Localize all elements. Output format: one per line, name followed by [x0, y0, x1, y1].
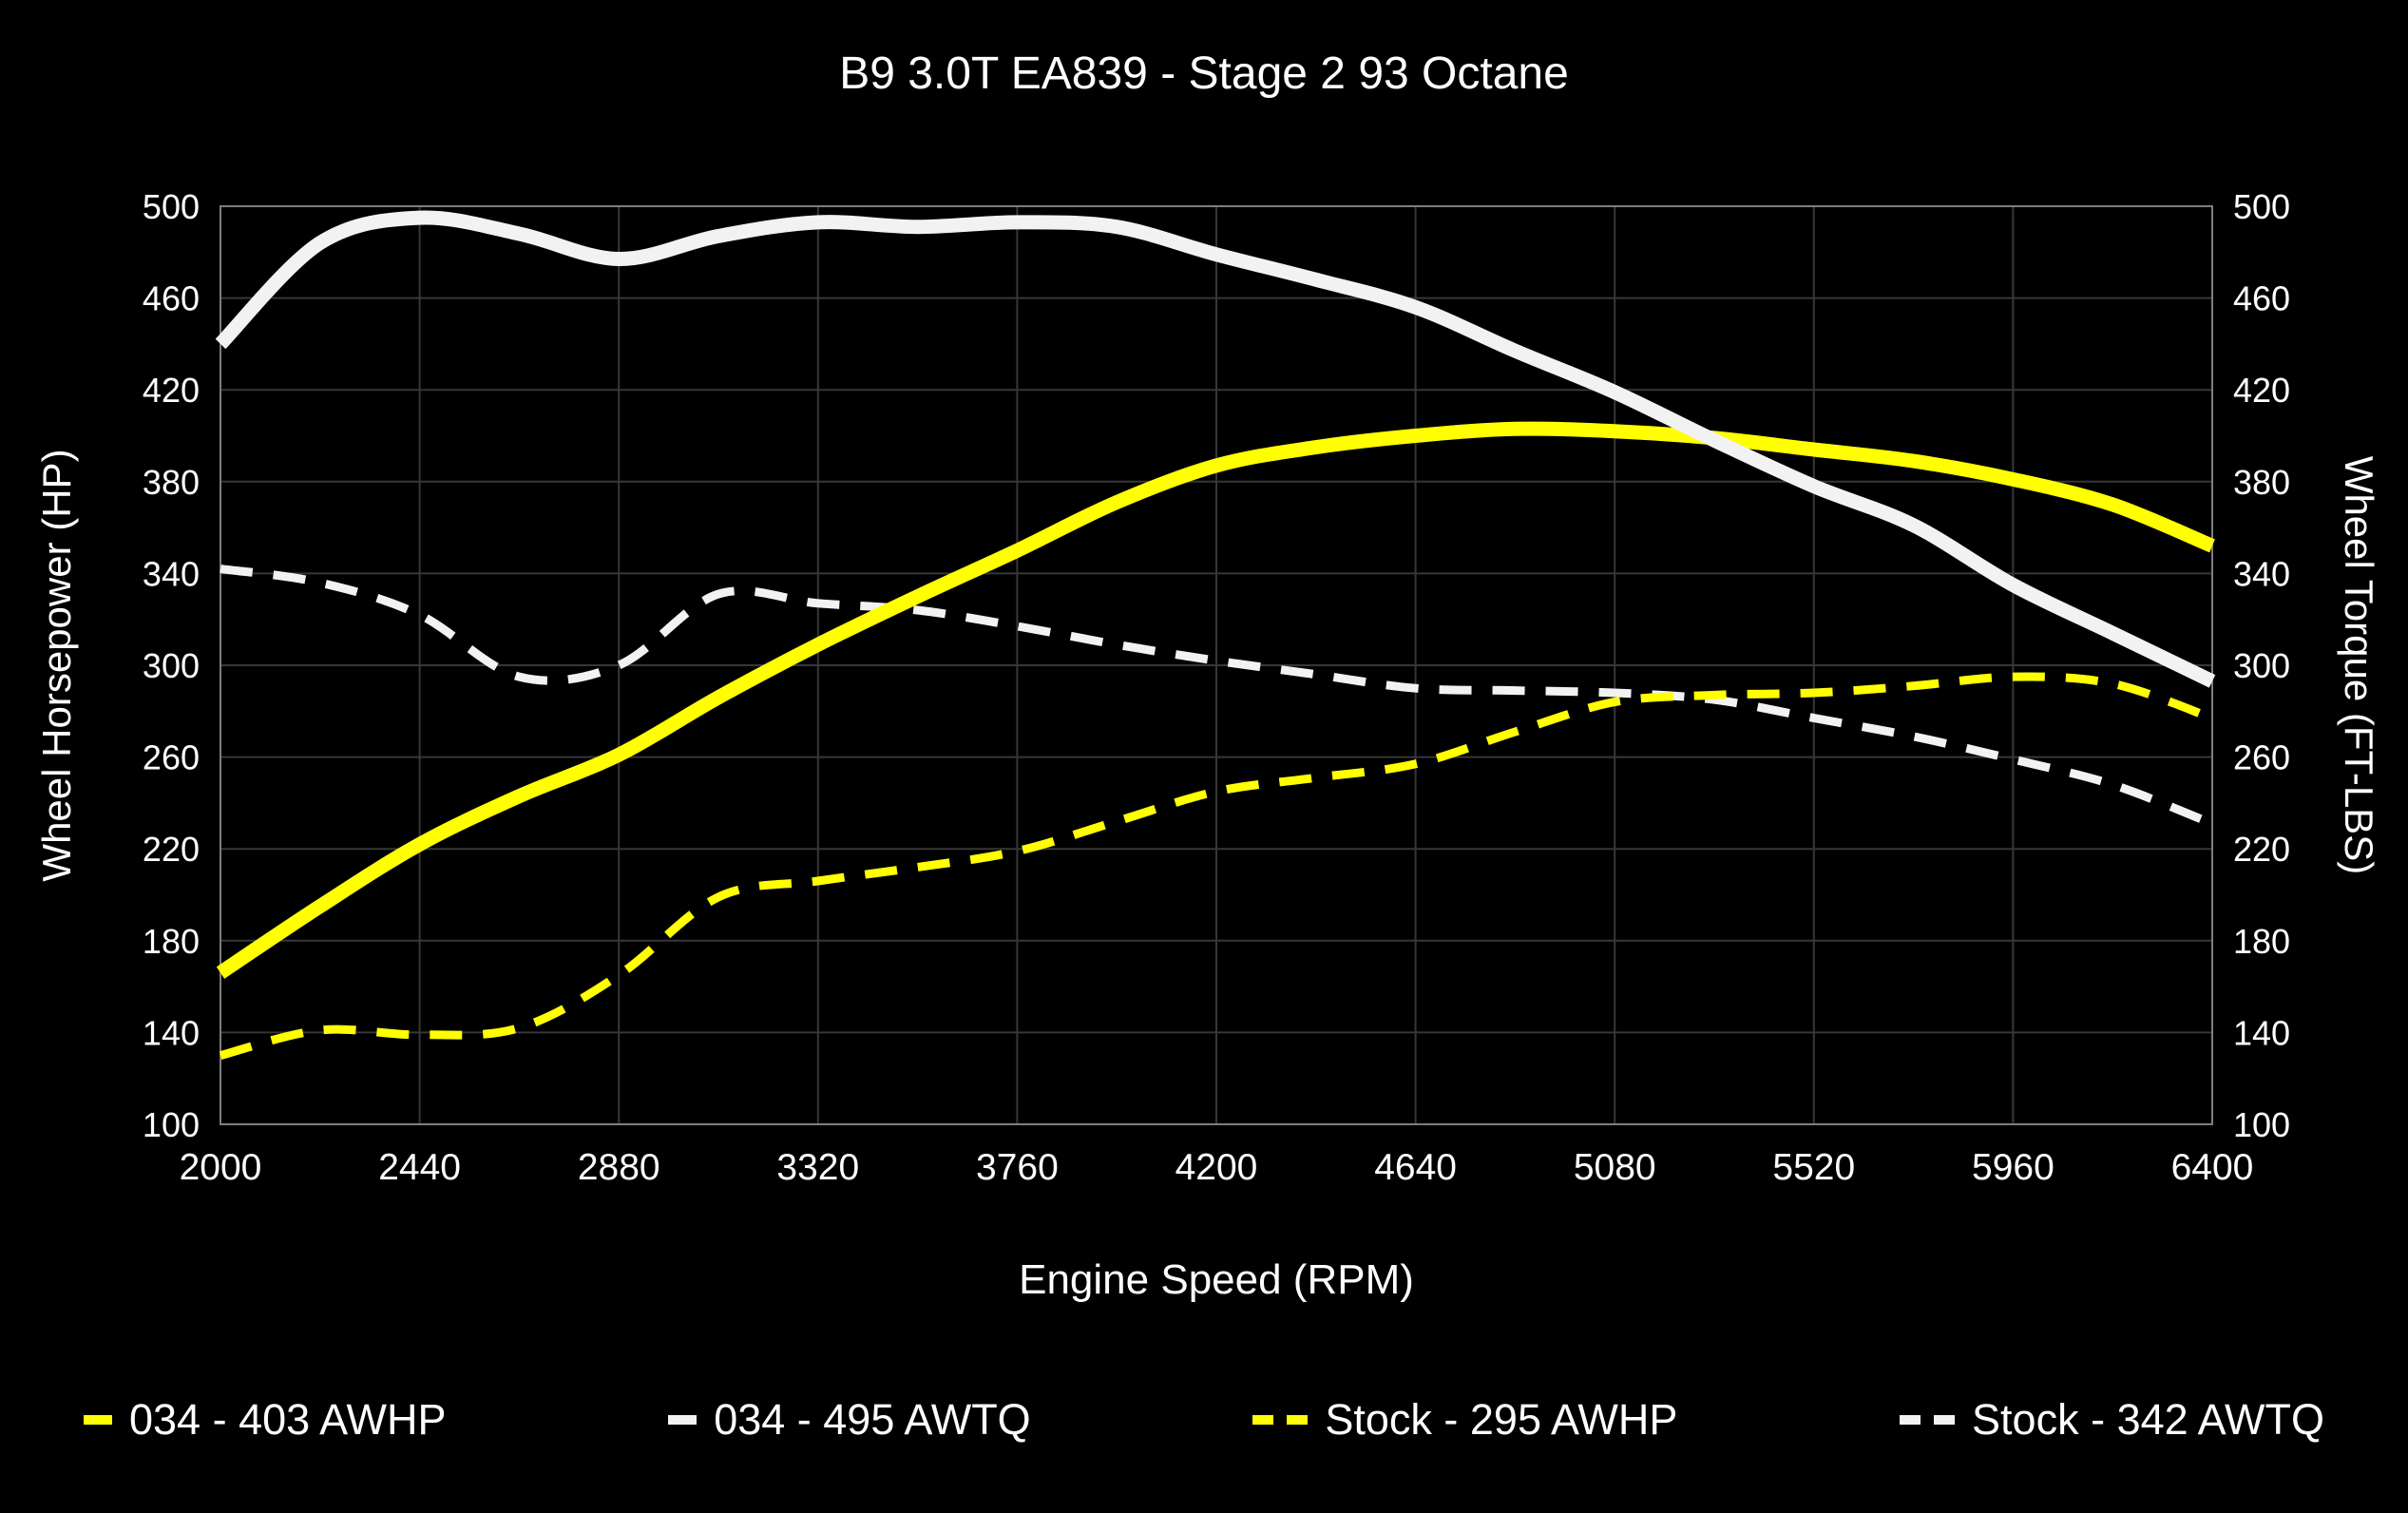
y-tick-label-right: 380 — [2233, 463, 2290, 502]
x-axis-label: Engine Speed (RPM) — [1019, 1256, 1414, 1303]
x-tick-label: 5520 — [1772, 1147, 1855, 1188]
legend-label: 034 - 403 AWHP — [129, 1395, 447, 1444]
y-tick-label-left: 180 — [143, 922, 200, 961]
chart-title: B9 3.0T EA839 - Stage 2 93 Octane — [839, 48, 1569, 99]
y-axis-label-right: Wheel Torque (FT-LBS) — [2337, 455, 2381, 875]
y-tick-label-right: 100 — [2233, 1105, 2290, 1144]
series-line-stock-342-awtq — [220, 565, 2214, 828]
y-tick-label-left: 500 — [143, 187, 200, 226]
y-tick-label-left: 260 — [143, 738, 200, 777]
y-tick-label-right: 340 — [2233, 554, 2290, 593]
y-tick-label-left: 420 — [143, 371, 200, 410]
legend-item-034-awhp: 034 - 403 AWHP — [84, 1395, 447, 1445]
legend: 034 - 403 AWHP 034 - 495 AWTQ Stock - 29… — [84, 1395, 2324, 1445]
legend-item-stock-awtq: Stock - 342 AWTQ — [1900, 1395, 2324, 1445]
y-tick-label-right: 420 — [2233, 371, 2290, 410]
y-tick-label-right: 220 — [2233, 830, 2290, 869]
x-tick-label: 3320 — [776, 1147, 859, 1188]
legend-item-034-awtq: 034 - 495 AWTQ — [668, 1395, 1031, 1445]
y-tick-label-left: 100 — [143, 1105, 200, 1144]
white-dashed-line-icon — [1900, 1415, 1956, 1425]
x-tick-label: 5960 — [1972, 1147, 2054, 1188]
yellow-dashed-line-icon — [1252, 1415, 1309, 1425]
y-tick-label-right: 300 — [2233, 646, 2290, 685]
yellow-solid-line-icon — [84, 1415, 112, 1425]
series-line-034-403-awhp — [216, 421, 2215, 979]
y-tick-label-left: 220 — [143, 830, 200, 869]
legend-label: Stock - 295 AWHP — [1325, 1395, 1678, 1444]
x-tick-label: 2440 — [378, 1147, 461, 1188]
y-tick-label-right: 140 — [2233, 1013, 2290, 1052]
y-axis-label-left: Wheel Horsepower (HP) — [34, 449, 79, 882]
plot-border — [220, 205, 2213, 1125]
legend-label: Stock - 342 AWTQ — [1972, 1395, 2324, 1444]
series-line-stock-295-awhp — [219, 672, 2214, 1060]
x-tick-label: 2000 — [180, 1147, 262, 1188]
series-line-034-495-awtq — [215, 210, 2216, 688]
y-tick-label-right: 500 — [2233, 187, 2290, 226]
legend-label: 034 - 495 AWTQ — [714, 1395, 1031, 1444]
legend-item-stock-awhp: Stock - 295 AWHP — [1252, 1395, 1677, 1445]
y-tick-label-right: 180 — [2233, 922, 2290, 961]
white-solid-line-icon — [668, 1415, 698, 1425]
x-tick-label: 2880 — [578, 1147, 660, 1188]
y-tick-label-left: 460 — [143, 279, 200, 318]
y-tick-label-left: 300 — [143, 646, 200, 685]
y-tick-label-left: 140 — [143, 1013, 200, 1052]
y-tick-label-left: 340 — [143, 554, 200, 593]
y-tick-label-left: 380 — [143, 463, 200, 502]
x-tick-label: 3760 — [976, 1147, 1059, 1188]
x-tick-label: 4640 — [1374, 1147, 1457, 1188]
x-tick-label: 5080 — [1574, 1147, 1656, 1188]
y-tick-label-right: 460 — [2233, 279, 2290, 318]
y-tick-label-right: 260 — [2233, 738, 2290, 777]
x-tick-label: 6400 — [2171, 1147, 2254, 1188]
x-tick-label: 4200 — [1175, 1147, 1258, 1188]
